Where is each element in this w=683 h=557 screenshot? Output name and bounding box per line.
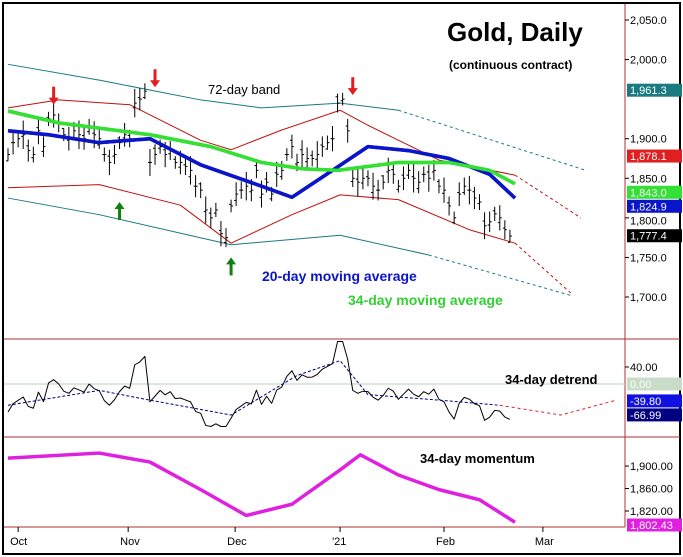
price-value-label-bg <box>627 149 682 163</box>
y-tick-label: 2,000.0 <box>630 55 667 67</box>
signal-arrow-up-head <box>226 257 237 265</box>
ma34-label: 34-day moving average <box>348 292 503 308</box>
price-value-label: 1,843.0 <box>630 187 667 199</box>
price-value-label-bg <box>627 199 682 213</box>
band-line <box>7 197 429 256</box>
price-value-label: 1,777.4 <box>630 231 667 243</box>
detrend-value-label: -39.80 <box>630 396 661 408</box>
price-value-label: 1,961.3 <box>630 85 667 97</box>
price-value-label-bg <box>627 229 682 243</box>
band-projection <box>514 174 582 219</box>
y-tick-label: 1,820.00 <box>630 506 673 518</box>
72-day-band-line <box>7 63 399 111</box>
signal-arrow-down-head <box>150 80 161 88</box>
y-tick-label: 2,050.0 <box>630 15 667 27</box>
band-projection <box>398 109 587 171</box>
momentum-line <box>7 451 516 524</box>
x-tick-label: Feb <box>436 536 455 548</box>
price-value-label: 1,824.9 <box>630 201 667 213</box>
detrend-smooth-line <box>7 360 500 416</box>
momentum-label: 34-day momentum <box>420 451 535 466</box>
band-label: 72-day band <box>208 82 281 97</box>
y-tick-label: 1,800.0 <box>630 215 667 227</box>
band-projection <box>514 242 572 294</box>
x-tick-label: '21 <box>332 536 346 548</box>
y-tick-label: 1,900.0 <box>630 134 667 146</box>
detrend-value-label: -66.99 <box>630 410 661 422</box>
band-line <box>7 184 516 244</box>
y-tick-label: 1,750.0 <box>630 252 667 264</box>
y-tick-label: 40.00 <box>630 362 658 374</box>
20-day-moving-average-line <box>7 129 517 200</box>
detrend-projection <box>499 399 617 416</box>
detrend-value-label-bg <box>627 394 682 408</box>
signal-arrow-down-head <box>347 88 358 96</box>
price-value-label: 1,878.1 <box>630 151 667 163</box>
y-tick-label: 1,860.00 <box>630 484 673 496</box>
ma20-label: 20-day moving average <box>262 268 417 284</box>
detrend-line <box>7 341 511 427</box>
signal-arrow-down-head <box>48 97 59 105</box>
momentum-value-label-bg <box>627 518 682 532</box>
y-tick-label: 1,850.0 <box>630 173 667 185</box>
34-day-moving-average-line <box>7 109 516 186</box>
detrend-value-label-bg <box>627 377 682 391</box>
detrend-value-label: 0.00 <box>630 379 651 391</box>
x-tick-label: Nov <box>120 536 140 548</box>
x-tick-label: Oct <box>10 536 27 548</box>
band-projection <box>428 254 571 296</box>
price-value-label-bg <box>627 185 682 199</box>
y-tick-label: 1,900.00 <box>630 461 673 473</box>
band-line <box>7 99 516 176</box>
y-tick-label: 1,700.0 <box>630 292 667 304</box>
detrend-label: 34-day detrend <box>505 372 598 387</box>
price-value-label-bg <box>627 83 682 97</box>
detrend-value-label-bg <box>627 408 682 422</box>
momentum-value-label: 1,802.43 <box>630 520 673 532</box>
signal-arrow-up-head <box>114 202 125 210</box>
x-tick-label: Dec <box>227 536 247 548</box>
chart-subtitle: (continuous contract) <box>449 58 573 72</box>
chart-title: Gold, Daily <box>447 17 583 47</box>
x-tick-label: Mar <box>535 536 554 548</box>
